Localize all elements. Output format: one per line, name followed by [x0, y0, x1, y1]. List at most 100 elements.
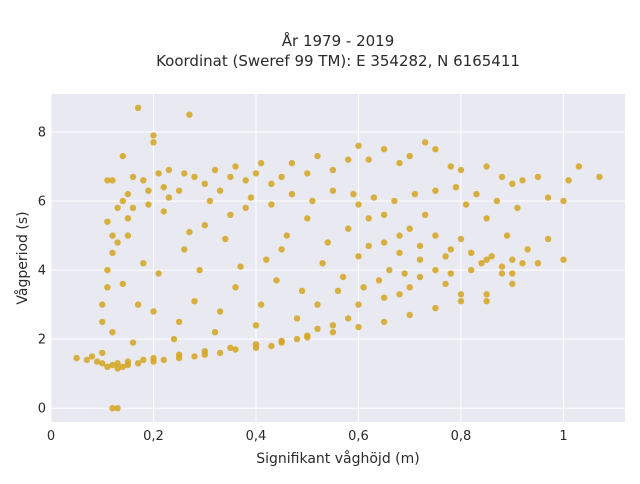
y-tick-label: 6 [38, 195, 46, 210]
data-point [406, 311, 413, 319]
data-point [319, 260, 326, 267]
data-point [380, 146, 388, 153]
data-point [83, 356, 91, 364]
data-point [211, 166, 219, 174]
data-point [114, 239, 121, 246]
data-point [191, 298, 198, 305]
data-point [468, 266, 475, 274]
data-point [452, 184, 460, 191]
data-point [396, 159, 403, 167]
data-point [380, 318, 388, 326]
data-point [509, 256, 516, 263]
data-point [104, 363, 111, 370]
data-point [242, 177, 249, 184]
scatter-points [73, 104, 603, 412]
data-point [155, 170, 162, 177]
data-point [370, 194, 378, 201]
data-point [201, 180, 208, 187]
data-point [503, 232, 511, 239]
data-point [324, 239, 331, 246]
data-point [345, 225, 352, 232]
data-point [88, 353, 96, 360]
data-point [124, 215, 132, 222]
data-point [447, 163, 454, 170]
data-point [293, 315, 301, 322]
data-point [386, 266, 393, 274]
data-point [175, 187, 183, 194]
data-point [109, 232, 116, 239]
x-tick-label: 0,8 [451, 429, 472, 444]
data-point [519, 260, 526, 267]
y-tick-label: 8 [38, 125, 46, 140]
data-point [544, 194, 552, 201]
data-point [329, 322, 337, 329]
data-point [257, 159, 265, 167]
data-point [99, 349, 106, 357]
data-point [509, 270, 516, 277]
data-point [119, 280, 127, 288]
data-point [432, 232, 439, 239]
data-point [396, 291, 403, 298]
data-point [99, 360, 106, 367]
data-point [252, 322, 260, 329]
data-point [268, 180, 275, 187]
data-point [457, 291, 465, 298]
data-point [483, 215, 490, 222]
data-point [329, 329, 337, 336]
data-point [140, 260, 147, 267]
data-point [468, 249, 475, 256]
data-point [252, 344, 260, 351]
data-point [380, 239, 388, 246]
data-point [329, 166, 337, 174]
y-tick-labels: 0 2 4 6 8 [38, 125, 46, 416]
data-point [483, 256, 490, 263]
data-point [457, 298, 465, 305]
y-tick-label: 2 [38, 333, 46, 348]
data-point [160, 208, 167, 215]
x-tick-label: 0,4 [246, 429, 267, 444]
data-point [268, 201, 275, 208]
data-point [421, 139, 429, 146]
data-point [365, 215, 372, 222]
data-point [104, 266, 111, 274]
data-point [498, 173, 506, 181]
data-point [355, 201, 362, 208]
data-point [498, 263, 506, 270]
data-point [432, 266, 439, 274]
data-point [483, 298, 490, 305]
data-point [216, 349, 224, 357]
data-point [560, 197, 567, 205]
data-point [191, 173, 198, 181]
data-point [457, 166, 465, 174]
data-point [232, 284, 239, 291]
data-point [114, 405, 121, 412]
data-point [401, 270, 408, 277]
data-point [406, 225, 413, 232]
data-point [109, 405, 116, 412]
data-point [416, 273, 424, 281]
data-point [575, 163, 583, 170]
y-gridlines [51, 131, 625, 409]
data-point [216, 187, 224, 194]
data-point [181, 170, 188, 177]
x-axis-label: Signifikant våghöjd (m) [256, 450, 419, 467]
data-point [380, 294, 388, 301]
data-point [447, 246, 454, 253]
data-point [160, 356, 167, 364]
data-point [232, 346, 239, 353]
data-point [119, 197, 127, 205]
data-point [355, 301, 362, 308]
data-point [124, 190, 132, 198]
data-point [119, 363, 127, 370]
data-point [314, 301, 321, 308]
data-point [278, 246, 285, 253]
data-point [114, 360, 121, 367]
data-point [334, 287, 342, 294]
data-point [560, 256, 567, 263]
data-point [124, 361, 132, 369]
data-point [375, 277, 383, 284]
data-point [524, 246, 531, 253]
data-point [99, 301, 106, 308]
data-point [191, 353, 198, 360]
data-point [99, 318, 106, 326]
